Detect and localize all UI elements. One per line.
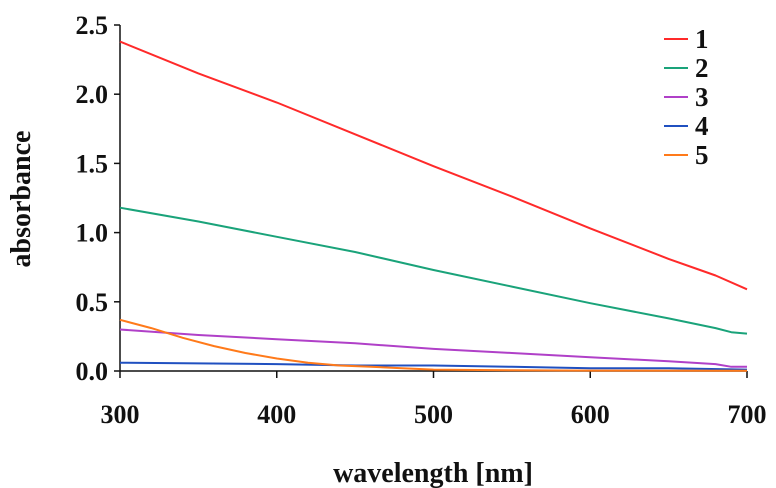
x-axis-title: wavelength [nm] bbox=[333, 458, 533, 488]
x-tick-label: 400 bbox=[257, 400, 296, 429]
x-axis: 300 400 500 600 700 bbox=[101, 370, 767, 429]
legend-label-4: 4 bbox=[695, 111, 709, 141]
y-tick-label: 0.0 bbox=[76, 357, 109, 386]
x-tick-label: 700 bbox=[728, 400, 767, 429]
x-tick-label: 300 bbox=[101, 400, 140, 429]
y-axis-title: absorbance bbox=[6, 131, 37, 268]
series-line-3 bbox=[119, 328, 747, 368]
legend-label-5: 5 bbox=[695, 140, 709, 170]
series-line-5 bbox=[119, 318, 748, 372]
series-line-4 bbox=[119, 361, 748, 371]
legend-label-3: 3 bbox=[695, 82, 709, 112]
x-tick-label: 600 bbox=[571, 400, 610, 429]
y-tick-label: 2.5 bbox=[76, 11, 109, 40]
series-line-1 bbox=[119, 40, 748, 291]
x-tick-label: 500 bbox=[414, 400, 453, 429]
series-layer bbox=[119, 40, 748, 372]
legend-label-1: 1 bbox=[695, 24, 709, 54]
y-axis: 0.0 0.5 1.0 1.5 2.0 2.5 bbox=[76, 11, 121, 386]
y-tick-label: 1.0 bbox=[76, 219, 109, 248]
legend-label-2: 2 bbox=[695, 53, 709, 83]
y-tick-label: 0.5 bbox=[76, 288, 109, 317]
series-line-2 bbox=[119, 206, 748, 335]
y-tick-label: 2.0 bbox=[76, 80, 109, 109]
y-tick-label: 1.5 bbox=[76, 149, 109, 178]
